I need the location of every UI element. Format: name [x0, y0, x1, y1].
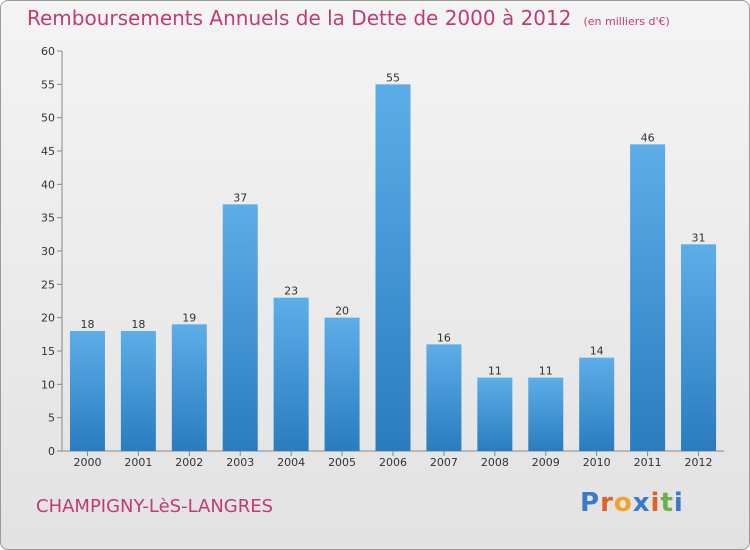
x-tick-label: 2007	[430, 456, 458, 469]
y-tick-label: 15	[41, 345, 55, 358]
x-tick-label: 2009	[532, 456, 560, 469]
data-label: 31	[692, 231, 706, 244]
y-tick-label: 20	[41, 312, 55, 325]
data-label: 23	[284, 285, 298, 298]
y-tick-label: 60	[41, 45, 55, 58]
y-tick-label: 0	[48, 445, 55, 458]
x-tick-label: 2011	[634, 456, 662, 469]
y-tick-label: 50	[41, 112, 55, 125]
logo-letter: t	[660, 488, 674, 518]
bar	[477, 377, 513, 451]
x-tick-label: 2005	[328, 456, 356, 469]
bar	[426, 344, 462, 451]
logo-letter: i	[650, 488, 661, 518]
bar	[120, 331, 156, 451]
x-tick-label: 2003	[226, 456, 254, 469]
x-tick-label: 2008	[481, 456, 509, 469]
bar	[375, 84, 411, 451]
data-label: 20	[335, 305, 349, 318]
logo-letter: o	[613, 488, 633, 518]
logo-letter: r	[600, 488, 614, 518]
x-tick-label: 2010	[583, 456, 611, 469]
x-tick-label: 2002	[175, 456, 203, 469]
data-label: 55	[386, 71, 400, 84]
bar	[171, 324, 207, 451]
y-tick-label: 35	[41, 212, 55, 225]
logo-letter: i	[673, 488, 684, 518]
data-label: 19	[182, 311, 196, 324]
data-label: 37	[233, 191, 247, 204]
bar	[681, 244, 717, 451]
bar	[630, 144, 666, 452]
unit-label: (en milliers d'€)	[583, 15, 670, 28]
x-tick-label: 2012	[685, 456, 713, 469]
data-label: 11	[539, 365, 553, 378]
bar	[579, 357, 615, 451]
data-label: 18	[131, 318, 145, 331]
bars: 18 18 19 37 23 20 55 16 11 11 14 46 31	[69, 71, 717, 452]
bar	[222, 204, 258, 451]
data-label: 14	[590, 345, 604, 358]
proxiti-logo[interactable]: Proxiti	[580, 488, 684, 518]
data-label: 11	[488, 365, 502, 378]
logo-letter: P	[580, 488, 601, 518]
bar	[528, 377, 564, 451]
city-name: CHAMPIGNY-LèS-LANGRES	[36, 496, 274, 517]
y-tick-label: 40	[41, 178, 55, 191]
x-tick-label: 2000	[73, 456, 101, 469]
bar	[324, 317, 360, 451]
y-tick-label: 25	[41, 278, 55, 291]
y-tick-label: 30	[41, 245, 55, 258]
y-tick-label: 10	[41, 378, 55, 391]
y-tick-label: 55	[41, 78, 55, 91]
chart-title: Remboursements Annuels de la Dette de 20…	[27, 6, 670, 30]
logo-letter: x	[632, 488, 651, 518]
y-tick-label: 5	[48, 412, 55, 425]
bar	[273, 297, 309, 451]
data-label: 46	[641, 131, 655, 144]
y-tick-label: 45	[41, 145, 55, 158]
x-tick-label: 2006	[379, 456, 407, 469]
x-tick-label: 2004	[277, 456, 305, 469]
data-label: 18	[80, 318, 94, 331]
x-tick-label: 2001	[124, 456, 152, 469]
bar	[69, 331, 105, 451]
data-label: 16	[437, 331, 451, 344]
